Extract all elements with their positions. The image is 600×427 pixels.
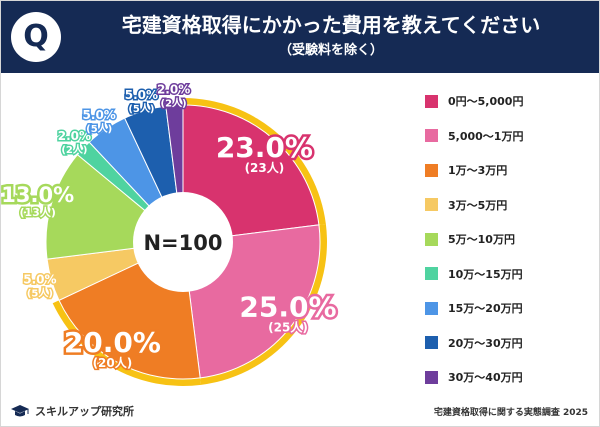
- legend-item: 5万～10万円: [425, 231, 515, 247]
- brand-logo: スキルアップ研究所: [10, 403, 134, 419]
- source-note: 宅建資格取得に関する実態調査 2025: [433, 408, 588, 418]
- legend-item: 0円～5,000円: [425, 93, 523, 109]
- slice-count-label-4: (13人): [20, 205, 56, 219]
- slice-percent-label-1: 25.0%: [239, 290, 336, 323]
- legend-swatch: [425, 129, 438, 142]
- legend-swatch: [425, 267, 438, 280]
- legend-swatch: [425, 198, 438, 211]
- legend-label: 3万～5万円: [448, 198, 508, 212]
- legend-swatch: [425, 163, 438, 177]
- legend-swatch: [425, 94, 438, 108]
- legend-label: 5万～10万円: [448, 233, 515, 246]
- legend-swatch: [425, 336, 438, 349]
- legend-label: 5,000～1万円: [448, 129, 524, 143]
- graduation-cap-icon: [11, 405, 29, 417]
- slice-percent-label-7: 5.0%: [125, 88, 158, 102]
- donut-center: [133, 192, 233, 292]
- slice-count-label-3: (5人): [27, 287, 53, 300]
- slice-percent-label-4: 13.0%: [1, 183, 74, 207]
- slice-count-label-8: (2人): [161, 96, 187, 109]
- legend-label: 30万～40万円: [448, 371, 523, 384]
- legend-swatch: [425, 370, 438, 384]
- sample-size-label: N=100: [143, 231, 222, 255]
- legend-label: 20万～30万円: [448, 336, 523, 350]
- legend-item: 5,000～1万円: [425, 128, 523, 144]
- slice-count-label-2: (20人): [93, 355, 133, 370]
- slice-count-label-1: (25人): [268, 319, 308, 334]
- slice-percent-label-3: 5.0%: [23, 273, 56, 287]
- legend-item: 10万～15万円: [425, 266, 523, 282]
- legend-item: 30万～40万円: [425, 369, 523, 385]
- legend-swatch: [425, 301, 438, 315]
- brand-name: スキルアップ研究所: [35, 405, 134, 418]
- legend-item: 3万～5万円: [425, 197, 507, 213]
- legend-label: 0円～5,000円: [448, 95, 524, 108]
- slice-count-label-6: (5人): [86, 122, 112, 135]
- legend-swatch: [425, 232, 438, 246]
- header-bar: Q 宅建資格取得にかかった費用を教えてください （受験料を除く）: [1, 1, 599, 73]
- q-badge-icon: Q: [11, 12, 61, 62]
- legend-label: 15万～20万円: [448, 302, 523, 315]
- page-subtitle: （受験料を除く）: [278, 43, 383, 58]
- legend-label: 1万～3万円: [448, 164, 508, 177]
- slice-percent-label-8: 2.0%: [157, 82, 190, 96]
- slice-count-label-0: (23人): [245, 160, 285, 175]
- legend-item: 1万～3万円: [425, 162, 507, 178]
- slice-percent-label-2: 20.0%: [64, 326, 161, 359]
- slice-percent-label-5: 2.0%: [58, 129, 91, 143]
- slice-count-label-7: (5人): [128, 102, 154, 115]
- page-title: 宅建資格取得にかかった費用を教えてください: [121, 13, 541, 37]
- legend-label: 10万～15万円: [448, 267, 523, 281]
- slice-percent-label-0: 23.0%: [216, 131, 313, 164]
- slice-count-label-5: (2人): [61, 143, 87, 156]
- legend-item: 15万～20万円: [425, 300, 523, 316]
- legend-item: 20万～30万円: [425, 335, 523, 351]
- slice-percent-label-6: 5.0%: [83, 108, 116, 122]
